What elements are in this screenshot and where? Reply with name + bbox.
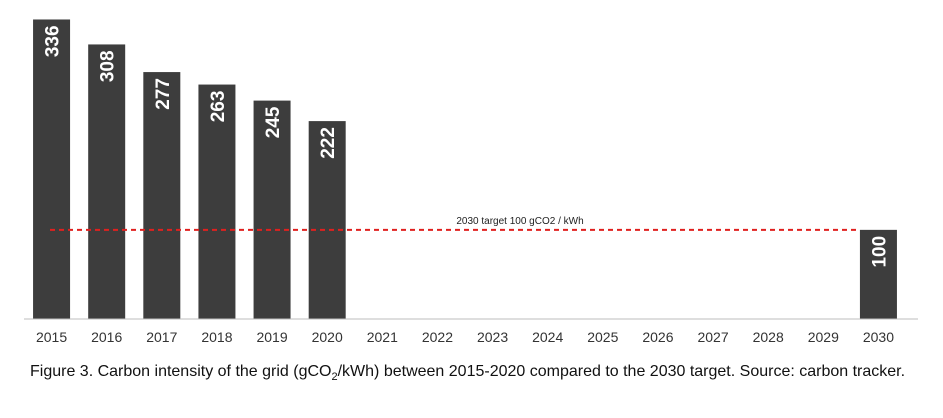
figure-caption: Figure 3. Carbon intensity of the grid (… <box>30 361 930 383</box>
data-label: 263 <box>208 91 229 123</box>
x-tick-label: 2016 <box>91 329 122 345</box>
data-labels: 336 308 277 263 245 222 100 <box>43 25 891 267</box>
x-tick-label: 2015 <box>36 329 67 345</box>
x-tick-label: 2017 <box>146 329 177 345</box>
data-label: 308 <box>98 50 119 82</box>
x-tick-label: 2024 <box>532 329 563 345</box>
x-tick-labels: 2015 2016 2017 2018 2019 2020 2021 2022 2023 2024… <box>36 329 894 345</box>
bar <box>33 19 71 319</box>
bar <box>198 84 236 319</box>
x-tick-label: 2025 <box>587 329 618 345</box>
data-label: 336 <box>43 25 64 57</box>
bar-chart: 2030 target 100 gCO2 / kWh 2015 2016 2017 2… <box>24 19 918 345</box>
x-tick-label: 2030 <box>863 329 894 345</box>
caption-suffix: /kWh) between 2015-2020 compared to the … <box>337 363 906 380</box>
x-tick-label: 2022 <box>422 329 453 345</box>
data-label: 222 <box>318 127 339 159</box>
bar <box>253 100 291 319</box>
caption-prefix: Figure 3. Carbon intensity of the grid (… <box>30 363 332 380</box>
data-label: 245 <box>263 106 284 138</box>
caption-subscript: 2 <box>331 371 338 384</box>
x-tick-label: 2020 <box>312 329 343 345</box>
bar <box>88 44 126 319</box>
x-tick-label: 2027 <box>697 329 728 345</box>
bar <box>143 72 181 320</box>
x-tick-label: 2028 <box>753 329 784 345</box>
target-line-label: 2030 target 100 gCO2 / kWh <box>456 216 583 227</box>
x-tick-label: 2018 <box>201 329 232 345</box>
bars <box>33 19 897 320</box>
x-tick-label: 2026 <box>642 329 673 345</box>
x-tick-label: 2019 <box>256 329 287 345</box>
x-tick-label: 2023 <box>477 329 508 345</box>
x-tick-label: 2029 <box>808 329 839 345</box>
bar <box>308 121 346 319</box>
data-label: 100 <box>869 236 890 268</box>
x-tick-label: 2021 <box>367 329 398 345</box>
bar <box>859 229 897 319</box>
data-label: 277 <box>153 78 174 110</box>
